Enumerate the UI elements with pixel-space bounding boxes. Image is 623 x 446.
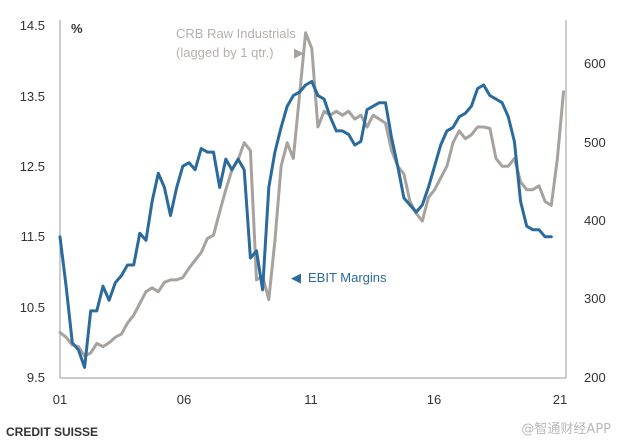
- crb-arrow-icon: ▶: [294, 45, 304, 60]
- ebit-annotation: ◀ EBIT Margins: [291, 270, 387, 285]
- crb-annotation-line1: CRB Raw Industrials: [176, 26, 296, 41]
- right-tick-label: 500: [584, 135, 606, 150]
- left-tick-label: 13.5: [20, 89, 45, 104]
- watermark: @智通财经APP: [521, 422, 611, 437]
- source-label: CREDIT SUISSE: [6, 425, 99, 439]
- right-axis-ticks: 600 500 400 300 200: [584, 56, 606, 385]
- left-tick-label: 12.5: [20, 159, 45, 174]
- left-tick-label: 14.5: [20, 18, 45, 33]
- left-axis-ticks: 14.5 13.5 12.5 11.5 10.5 9.5: [20, 18, 45, 385]
- right-tick-label: 400: [584, 213, 606, 228]
- crb-annotation: CRB Raw Industrials (lagged by 1 qtr.) ▶: [176, 26, 304, 60]
- series-line-ebit-margins: [58, 80, 553, 369]
- ebit-arrow-icon: ◀: [291, 270, 301, 285]
- crb-annotation-line2: (lagged by 1 qtr.): [176, 45, 274, 60]
- x-tick-label: 16: [427, 392, 441, 407]
- x-tick-label: 21: [553, 392, 567, 407]
- ebit-annotation-label: EBIT Margins: [308, 270, 387, 285]
- left-tick-label: 10.5: [20, 300, 45, 315]
- x-tick-label: 06: [177, 392, 191, 407]
- right-tick-label: 200: [584, 370, 606, 385]
- left-tick-label: 11.5: [21, 229, 45, 244]
- right-tick-label: 300: [584, 291, 606, 306]
- x-axis-ticks: 01 06 11 16 21: [53, 392, 567, 407]
- x-tick-label: 11: [304, 392, 318, 407]
- right-tick-label: 600: [584, 56, 606, 71]
- left-tick-label: 9.5: [27, 370, 45, 385]
- left-axis-unit-label: %: [71, 21, 83, 36]
- series-line-crb-raw-industrials: [58, 31, 565, 358]
- x-tick-label: 01: [53, 392, 67, 407]
